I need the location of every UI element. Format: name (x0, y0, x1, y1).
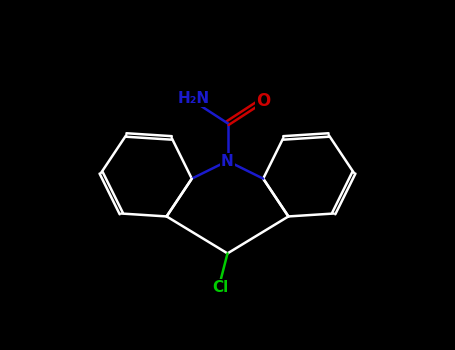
Text: O: O (256, 92, 270, 110)
Text: H₂N: H₂N (178, 91, 210, 106)
Text: N: N (221, 154, 234, 168)
Text: Cl: Cl (212, 280, 228, 294)
